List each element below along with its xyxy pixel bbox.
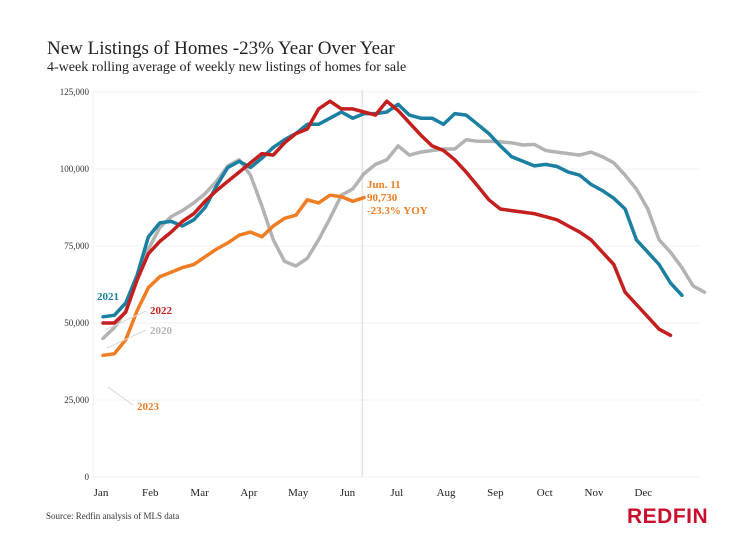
chart-title: New Listings of Homes -23% Year Over Yea… bbox=[47, 38, 395, 59]
leader-line-2022 bbox=[104, 310, 147, 331]
series-label-2021: 2021 bbox=[97, 291, 119, 303]
x-tick-label: Mar bbox=[190, 487, 209, 499]
chart-subtitle: 4-week rolling average of weekly new lis… bbox=[47, 60, 407, 75]
series-labels: 2021 2022 2020 2023 bbox=[97, 291, 173, 413]
series-label-2022: 2022 bbox=[150, 305, 173, 317]
series-line-2022 bbox=[101, 99, 673, 338]
series-line-2023 bbox=[101, 193, 366, 358]
series-line-2021 bbox=[101, 102, 684, 319]
x-tick-label: Oct bbox=[537, 487, 553, 499]
gridlines bbox=[92, 91, 700, 478]
leader-line-2023 bbox=[107, 386, 134, 406]
y-tick-label: 50,000 bbox=[64, 318, 89, 328]
series-label-2023: 2023 bbox=[137, 401, 160, 413]
annotation-line-3: -23.3% YOY bbox=[367, 205, 428, 217]
annotation-line-1: Jun. 11 bbox=[367, 179, 401, 191]
x-tick-label: Jan bbox=[94, 487, 109, 499]
source-note: Source: Redfin analysis of MLS data bbox=[46, 511, 180, 521]
y-tick-label: 125,000 bbox=[60, 87, 90, 97]
series-label-2020: 2020 bbox=[150, 325, 173, 337]
x-tick-label: Feb bbox=[142, 487, 159, 499]
y-tick-label: 75,000 bbox=[64, 241, 89, 251]
x-tick-label: Nov bbox=[585, 487, 604, 499]
x-tick-label: Dec bbox=[634, 487, 652, 499]
redfin-logo: REDFIN bbox=[627, 505, 708, 529]
y-axis-ticks: 0 25,000 50,000 75,000 100,000 125,000 bbox=[60, 87, 90, 482]
series-lines bbox=[101, 99, 707, 358]
annotation-line-2: 90,730 bbox=[367, 192, 398, 204]
x-tick-label: Aug bbox=[437, 487, 456, 499]
series-line-2020 bbox=[101, 137, 707, 341]
leader-line-2020 bbox=[106, 329, 147, 349]
x-tick-label: Jul bbox=[390, 487, 403, 499]
y-tick-label: 100,000 bbox=[60, 164, 90, 174]
x-tick-label: Sep bbox=[487, 487, 504, 499]
x-axis-ticks: Jan Feb Mar Apr May Jun Jul Aug Sep Oct Nov Dec bbox=[94, 487, 653, 499]
y-tick-label: 25,000 bbox=[64, 395, 89, 405]
x-tick-label: Apr bbox=[240, 487, 257, 499]
x-tick-label: Jun bbox=[340, 487, 356, 499]
redfin-logo-text: REDFIN bbox=[627, 505, 709, 528]
y-tick-label: 0 bbox=[85, 472, 90, 482]
x-tick-label: May bbox=[288, 487, 309, 499]
